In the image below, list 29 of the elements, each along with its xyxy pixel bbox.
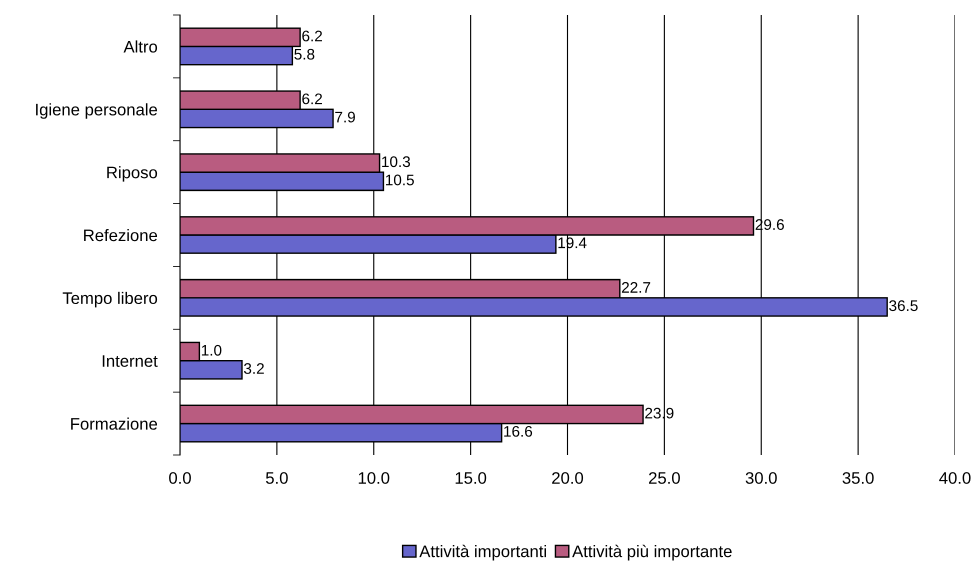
y-tick-label: Tempo libero — [62, 292, 158, 308]
x-tick-label: 10.0 — [358, 472, 390, 484]
data-label: 5.8 — [294, 48, 314, 60]
y-tick-label: Refezione — [84, 228, 158, 242]
x-tick-label: 5.0 — [266, 472, 288, 484]
data-label: 16.6 — [504, 426, 532, 437]
x-tick-label: 0.0 — [169, 472, 191, 484]
data-label: 10.5 — [386, 174, 414, 186]
x-tick-label: 25.0 — [648, 472, 680, 484]
data-label: 36.5 — [889, 300, 918, 312]
x-tick-label: 20.0 — [552, 472, 584, 484]
data-label: 10.3 — [382, 156, 410, 168]
data-label: 3.2 — [244, 363, 264, 374]
y-tick-label: Riposo — [107, 166, 158, 182]
x-tick-label: 35.0 — [842, 472, 874, 484]
legend-label: Attività più importante — [572, 544, 732, 561]
x-tick-label: 30.0 — [746, 472, 777, 484]
data-label: 6.2 — [302, 93, 322, 104]
x-tick-label: 40.0 — [939, 472, 971, 484]
y-tick-label: Altro — [124, 40, 158, 53]
y-tick-label: Formazione — [71, 418, 158, 430]
y-tick-label: Internet — [102, 355, 158, 367]
x-tick-label: 15.0 — [456, 472, 486, 484]
data-label: 6.2 — [302, 30, 322, 42]
legend-label: Attività importanti — [419, 544, 546, 561]
data-label: 7.9 — [335, 112, 355, 122]
data-label: 1.0 — [202, 344, 222, 356]
y-tick-label: Igiene personale — [36, 103, 158, 119]
data-label: 22.7 — [622, 282, 650, 293]
